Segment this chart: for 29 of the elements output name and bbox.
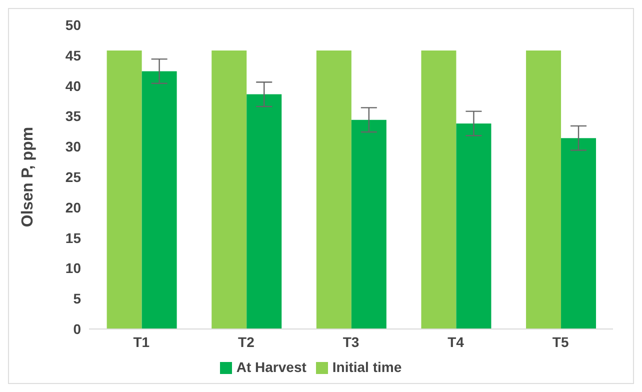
bar (316, 50, 352, 329)
y-tick-label: 45 (65, 47, 82, 64)
y-tick-label: 50 (65, 16, 82, 33)
y-tick-label: 10 (65, 260, 82, 276)
y-tick-label: 35 (65, 108, 82, 124)
x-tick-label: T2 (238, 334, 255, 350)
x-tick-label: T4 (448, 334, 464, 350)
bar (421, 50, 456, 329)
x-tick-label: T3 (342, 334, 360, 350)
legend-label: At Harvest (236, 359, 306, 375)
bar (561, 138, 596, 329)
y-axis-title: Olsen P, ppm (20, 126, 37, 228)
bar (526, 50, 562, 329)
y-tick-label: 30 (65, 138, 82, 155)
y-tick-label: 25 (65, 168, 82, 185)
y-tick-label: 40 (65, 78, 82, 94)
x-tick-label: T5 (552, 334, 569, 350)
bar (106, 50, 142, 329)
bar (142, 71, 177, 329)
y-tick-label: 5 (73, 290, 82, 307)
bar (456, 123, 492, 329)
y-tick-label: 15 (65, 230, 82, 246)
y-tick-label: 20 (65, 199, 82, 216)
bar (351, 120, 386, 329)
x-tick-label: T1 (133, 334, 150, 350)
bar (246, 94, 282, 329)
legend-label: Initial time (332, 359, 402, 375)
y-tick-label: 0 (73, 320, 82, 337)
bar (212, 50, 247, 329)
